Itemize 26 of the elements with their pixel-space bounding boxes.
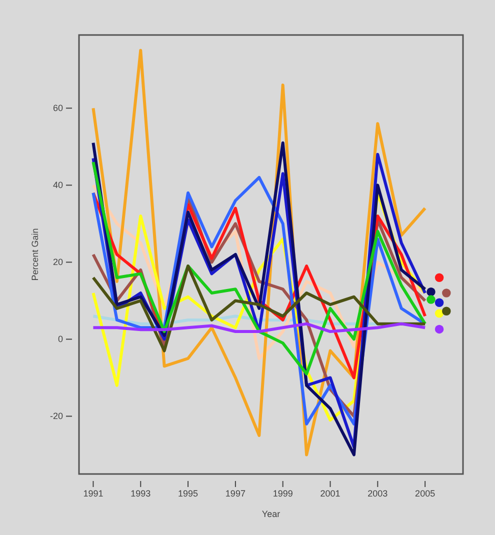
- x-tick-label: 2001: [320, 488, 340, 498]
- point: [434, 324, 444, 334]
- point: [442, 306, 451, 316]
- y-tick-label: 60: [52, 103, 63, 114]
- point: [442, 288, 451, 298]
- x-tick-label: 1995: [178, 488, 198, 498]
- point: [426, 287, 436, 296]
- x-tick-label: 1997: [225, 488, 246, 498]
- x-tick-label: 2003: [368, 488, 388, 498]
- x-tick-label: 1999: [272, 488, 293, 498]
- x-axis-title: Year: [262, 509, 280, 519]
- line-series: [92, 264, 427, 352]
- y-tick-label: 0: [58, 334, 63, 344]
- y-tick-label: 20: [52, 257, 63, 268]
- y-tick-label: 40: [52, 180, 63, 190]
- y-tick-label: -20: [50, 411, 63, 422]
- point: [426, 295, 436, 304]
- y-axis-title: Percent Gain: [30, 228, 40, 281]
- line-series: [92, 322, 427, 334]
- x-tick-label: 1993: [130, 488, 151, 498]
- x-tick-label: 1991: [83, 488, 104, 498]
- point: [434, 273, 444, 282]
- x-tick-label: 2005: [415, 488, 436, 498]
- point: [434, 309, 444, 318]
- line-series: [92, 160, 427, 376]
- point: [434, 298, 444, 307]
